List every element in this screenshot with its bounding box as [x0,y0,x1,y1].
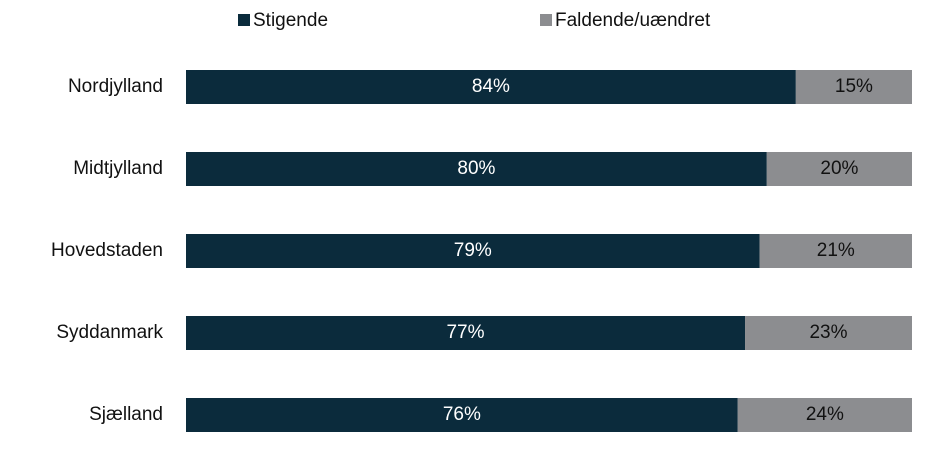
category-label: Midtjylland [73,158,163,179]
value-label: 20% [820,158,858,179]
value-label: 79% [454,240,492,261]
bar-segment [186,316,746,350]
bar-segment [759,234,912,268]
legend-swatch [238,14,250,26]
legend-swatch [540,14,552,26]
value-label: 15% [835,76,873,97]
bar-segment [186,70,796,104]
bar-segment [745,316,912,350]
bar-segment [737,398,912,432]
category-label: Sjælland [89,404,163,425]
bar-segment [795,70,912,104]
category-label: Nordjylland [68,76,163,97]
legend-label: Stigende [253,10,328,31]
value-label: 24% [806,404,844,425]
value-label: 21% [817,240,855,261]
value-label: 84% [472,76,510,97]
bar-segment [186,234,760,268]
value-label: 77% [446,322,484,343]
bar-segment [186,152,767,186]
bar-segment [186,398,738,432]
value-label: 23% [809,322,847,343]
value-label: 80% [457,158,495,179]
category-label: Syddanmark [56,322,163,343]
legend-label: Faldende/uændret [555,10,711,31]
value-label: 76% [443,404,481,425]
bar-segment [766,152,912,186]
category-label: Hovedstaden [51,240,163,261]
